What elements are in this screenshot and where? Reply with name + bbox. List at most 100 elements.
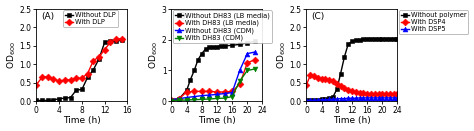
With DH83 (LB media): [169, 99, 174, 100]
Line: With DSP5: With DSP5: [304, 95, 400, 103]
Without polymer: [334, 89, 340, 90]
Without DH83 (CDM): [199, 95, 205, 96]
With DLP: [73, 78, 79, 79]
Without polymer: [304, 100, 310, 101]
With DSP4: [342, 88, 347, 89]
Without DH83 (LB media): [222, 45, 228, 47]
With DSP5: [357, 97, 363, 99]
Without DH83 (LB media): [188, 79, 193, 80]
Text: (A): (A): [41, 12, 54, 21]
Without DH83 (CDM): [191, 96, 197, 97]
Without DH83 (CDM): [245, 53, 250, 54]
With DSP4: [376, 93, 382, 95]
With DH83 (LB media): [207, 91, 212, 92]
With DH83 (LB media): [222, 91, 228, 93]
Without polymer: [372, 38, 378, 39]
With DSP5: [346, 97, 351, 99]
Without polymer: [387, 38, 393, 39]
Without polymer: [308, 100, 313, 101]
With DSP4: [395, 93, 401, 95]
With DH83 (LB media): [176, 98, 182, 100]
Without DH83 (LB media): [203, 48, 209, 50]
Without DH83 (LB media): [199, 53, 205, 54]
Without DLP: [102, 41, 108, 43]
With DLP: [56, 80, 62, 82]
Without DH83 (CDM): [252, 51, 258, 53]
Text: (C): (C): [311, 12, 324, 21]
With DSP5: [365, 97, 370, 99]
Without polymer: [323, 98, 328, 100]
Without DH83 (CDM): [184, 97, 190, 98]
With DSP4: [361, 92, 366, 94]
Without DH83 (LB media): [210, 47, 216, 48]
Legend: Without polymer, With DSP4, With DSP5: Without polymer, With DSP4, With DSP5: [399, 10, 468, 34]
With DSP4: [391, 93, 397, 95]
With DSP4: [383, 93, 389, 95]
With DSP4: [308, 75, 313, 76]
Without DLP: [79, 89, 85, 90]
With DSP5: [304, 100, 310, 101]
X-axis label: Time (h): Time (h): [198, 116, 236, 125]
Y-axis label: OD$_{600}$: OD$_{600}$: [148, 41, 160, 69]
Without DLP: [108, 41, 113, 42]
With DSP5: [372, 97, 378, 99]
Line: With DSP4: With DSP4: [304, 73, 400, 96]
Without DH83 (LB media): [245, 42, 250, 44]
With DLP: [62, 79, 68, 81]
With DLP: [39, 77, 45, 78]
Text: (B): (B): [176, 12, 189, 21]
With DH83 (CDM): [214, 98, 220, 99]
With DSP4: [327, 79, 332, 81]
With DSP4: [319, 78, 325, 80]
With DLP: [91, 60, 96, 61]
Without DH83 (LB media): [191, 70, 197, 71]
Without DLP: [85, 77, 91, 78]
With DH83 (CDM): [252, 68, 258, 70]
Without DH83 (LB media): [229, 45, 235, 46]
With DH83 (CDM): [176, 99, 182, 101]
With DH83 (CDM): [191, 99, 197, 100]
With DSP4: [387, 93, 393, 95]
With DH83 (CDM): [199, 99, 205, 100]
Without DLP: [113, 40, 119, 42]
With DLP: [51, 78, 56, 80]
Without DLP: [56, 98, 62, 99]
Without polymer: [391, 38, 397, 39]
With DH83 (CDM): [169, 100, 174, 101]
Legend: Without DLP, With DLP: Without DLP, With DLP: [63, 10, 118, 27]
With DH83 (CDM): [222, 97, 228, 99]
Without DLP: [68, 97, 73, 98]
Without DLP: [45, 100, 51, 101]
Without polymer: [383, 38, 389, 39]
Line: Without polymer: Without polymer: [304, 36, 400, 103]
With DSP5: [327, 99, 332, 100]
X-axis label: Time (h): Time (h): [63, 116, 101, 125]
With DH83 (LB media): [191, 91, 197, 92]
With DLP: [119, 38, 125, 39]
Without DH83 (LB media): [252, 40, 258, 42]
Without polymer: [311, 99, 317, 101]
Without DH83 (LB media): [169, 99, 174, 100]
With DSP5: [380, 97, 385, 99]
Without DH83 (LB media): [218, 45, 224, 47]
Without polymer: [368, 38, 374, 39]
With DSP5: [391, 97, 397, 99]
Without DH83 (LB media): [176, 98, 182, 100]
With DSP5: [334, 98, 340, 100]
Without polymer: [315, 99, 321, 100]
Without DH83 (LB media): [184, 90, 190, 91]
Without polymer: [365, 38, 370, 39]
Without DH83 (CDM): [214, 94, 220, 95]
Without DH83 (LB media): [214, 46, 220, 47]
Line: Without DLP: Without DLP: [34, 38, 124, 103]
Y-axis label: OD$_{600}$: OD$_{600}$: [275, 41, 288, 69]
With DH83 (LB media): [237, 84, 243, 85]
With DLP: [102, 49, 108, 50]
Without polymer: [338, 73, 344, 74]
With DSP5: [319, 99, 325, 100]
With DSP5: [353, 97, 359, 99]
With DSP4: [346, 89, 351, 91]
Without DH83 (CDM): [222, 93, 228, 94]
Without DH83 (LB media): [237, 44, 243, 45]
Without DLP: [62, 97, 68, 99]
